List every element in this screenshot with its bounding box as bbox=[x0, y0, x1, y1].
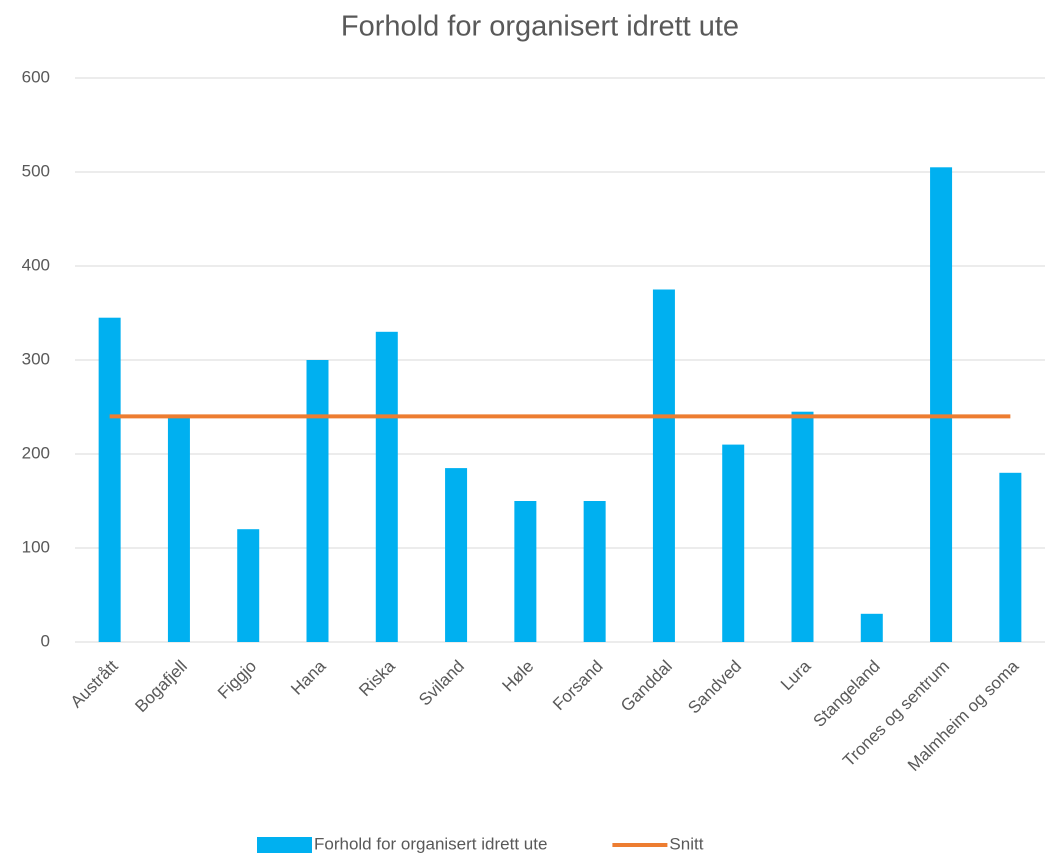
legend-label: Forhold for organisert idrett ute bbox=[314, 834, 547, 853]
bar bbox=[999, 472, 1022, 642]
x-tick-label: Forsand bbox=[549, 657, 607, 715]
y-tick-label: 0 bbox=[41, 631, 50, 650]
x-tick-label: Austrått bbox=[67, 656, 122, 711]
x-tick-label: Høle bbox=[499, 657, 538, 696]
bar bbox=[722, 444, 745, 642]
y-tick-label: 200 bbox=[22, 443, 50, 462]
legend-swatch bbox=[257, 837, 312, 853]
x-tick-label: Ganddal bbox=[617, 657, 676, 716]
bar bbox=[791, 411, 814, 642]
x-tick-label: Bogafjell bbox=[131, 657, 191, 717]
legend-label: Snitt bbox=[669, 834, 703, 853]
y-tick-label: 400 bbox=[22, 255, 50, 274]
bar bbox=[930, 167, 953, 643]
bar bbox=[860, 613, 883, 642]
bar bbox=[375, 331, 398, 642]
x-tick-label: Hana bbox=[287, 656, 330, 699]
x-tick-label: Figgjo bbox=[214, 657, 260, 703]
bar bbox=[514, 501, 537, 642]
chart-title: Forhold for organisert idrett ute bbox=[341, 11, 739, 43]
bar bbox=[98, 317, 121, 642]
bar bbox=[583, 501, 606, 642]
bar bbox=[445, 468, 468, 642]
bar bbox=[237, 529, 260, 642]
x-tick-label: Stangeland bbox=[810, 657, 884, 731]
x-tick-label: Riska bbox=[355, 656, 399, 700]
y-tick-label: 300 bbox=[22, 349, 50, 368]
x-tick-label: Lura bbox=[777, 656, 815, 694]
bar bbox=[306, 360, 329, 642]
y-tick-label: 100 bbox=[22, 537, 50, 556]
bar bbox=[167, 416, 190, 642]
bar bbox=[652, 289, 675, 642]
x-tick-label: Sandved bbox=[684, 657, 745, 718]
x-tick-label: Sviland bbox=[415, 657, 468, 710]
y-tick-label: 600 bbox=[22, 67, 50, 86]
y-tick-label: 500 bbox=[22, 161, 50, 180]
